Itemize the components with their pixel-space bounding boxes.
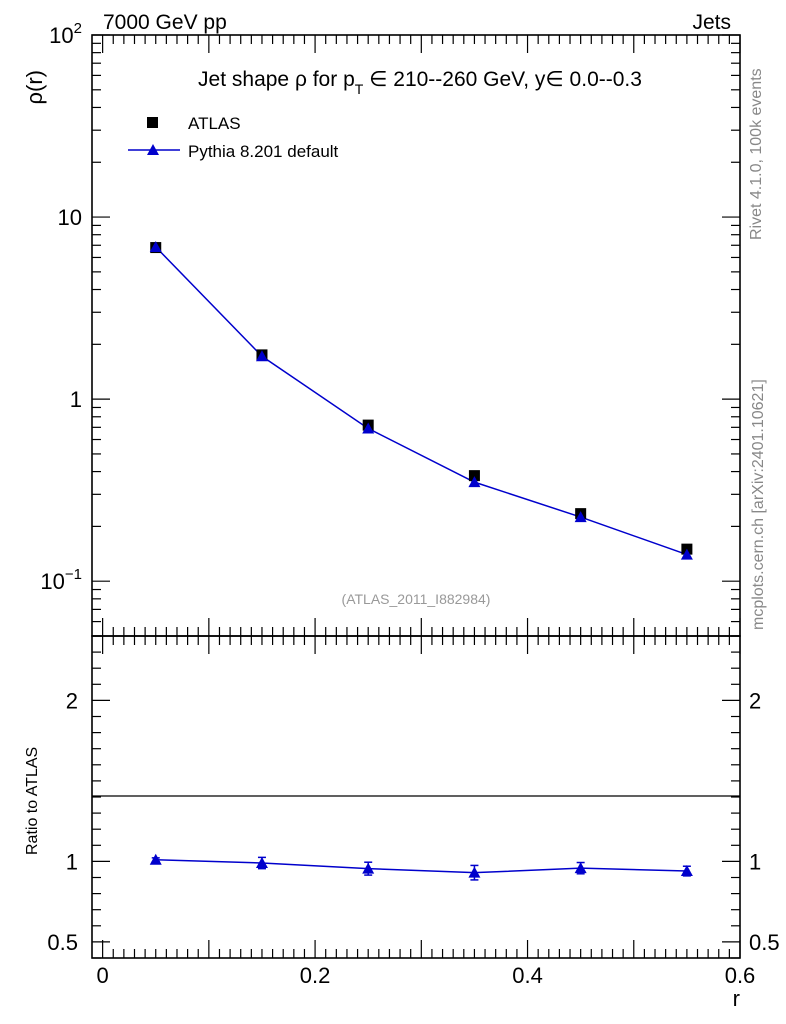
x-tick-label: 0.6	[725, 963, 756, 988]
main-x-axis-ticks	[102, 35, 741, 636]
chart-title-pre: Jet shape ρ for p	[198, 68, 355, 91]
pythia-line	[155, 246, 688, 556]
legend-atlas-marker	[147, 117, 158, 128]
main-y-tick-label-base: 10	[58, 205, 82, 230]
main-y-tick-label: 10	[58, 205, 82, 230]
header-right-label: Jets	[692, 11, 731, 34]
chart-title-post: ∈ 210--260 GeV, y∈ 0.0--0.3	[363, 68, 642, 91]
ratio-y-axis-label: Ratio to ATLAS	[24, 747, 41, 855]
ratio-y-tick-label-right: 0.5	[749, 930, 780, 955]
ratio-series-line	[155, 859, 687, 874]
ratio-points	[149, 853, 693, 881]
mcplots-label: mcplots.cern.ch [arXiv:2401.10621]	[750, 379, 767, 630]
ratio-point	[362, 862, 375, 874]
pythia-point	[680, 548, 693, 560]
pythia-point	[362, 422, 375, 434]
pythia-point	[574, 511, 587, 523]
legend: ATLAS Pythia 8.201 default	[128, 114, 339, 161]
main-y-tick-label: 1	[70, 387, 82, 412]
x-axis-label: r	[733, 986, 740, 1011]
ratio-point	[680, 865, 693, 877]
ratio-line	[155, 859, 687, 874]
ratio-y-tick-label-left: 1	[66, 849, 78, 874]
header-left-label: 7000 GeV pp	[103, 11, 227, 34]
ratio-y-tick-label-left: 0.5	[47, 930, 78, 955]
ratio-y-tick-label-right: 1	[749, 849, 761, 874]
ratio-y-tick-label-left: 2	[66, 688, 78, 713]
pythia-point	[255, 350, 268, 362]
ratio-y-axis-ticks: 0.5 0.5 1 1 2 2	[47, 635, 780, 959]
main-y-tick-label-exp: 2	[74, 20, 82, 37]
ratio-point	[149, 853, 162, 865]
analysis-watermark: (ATLAS_2011_I882984)	[342, 591, 491, 607]
pythia-series-line	[155, 246, 688, 556]
legend-pythia-label: Pythia 8.201 default	[188, 142, 339, 161]
ratio-point	[468, 866, 481, 878]
chart-title-sub: T	[355, 81, 364, 97]
pythia-point	[149, 240, 162, 252]
atlas-point	[468, 470, 480, 482]
legend-atlas-label: ATLAS	[188, 114, 241, 133]
main-y-tick-label-base: 10	[49, 23, 73, 48]
chart-title: Jet shape ρ for pT ∈ 210--260 GeV, y∈ 0.…	[198, 68, 642, 97]
main-y-tick-label-base: 1	[70, 387, 82, 412]
atlas-points	[150, 242, 693, 555]
ratio-point	[255, 857, 268, 869]
pythia-point	[468, 476, 481, 488]
x-tick-label: 0.4	[512, 963, 543, 988]
main-y-tick-label: 10−1	[40, 566, 82, 594]
rivet-version-label: Rivet 4.1.0, 100k events	[748, 68, 765, 240]
legend-pythia-marker	[147, 144, 159, 155]
ratio-plot-frame	[91, 635, 741, 959]
x-tick-label: 0.2	[300, 963, 331, 988]
main-y-axis-label: ρ(r)	[22, 70, 47, 105]
ratio-y-tick-label-right: 2	[749, 688, 761, 713]
ratio-point	[574, 862, 587, 874]
main-y-tick-label: 102	[49, 20, 82, 48]
ratio-x-axis-ticks: 0 0.2 0.4 0.6	[96, 636, 755, 988]
main-y-tick-label-base: 10	[40, 569, 64, 594]
main-y-tick-label-exp: −1	[65, 566, 82, 583]
pythia-points	[149, 240, 693, 560]
x-tick-label: 0	[96, 963, 108, 988]
